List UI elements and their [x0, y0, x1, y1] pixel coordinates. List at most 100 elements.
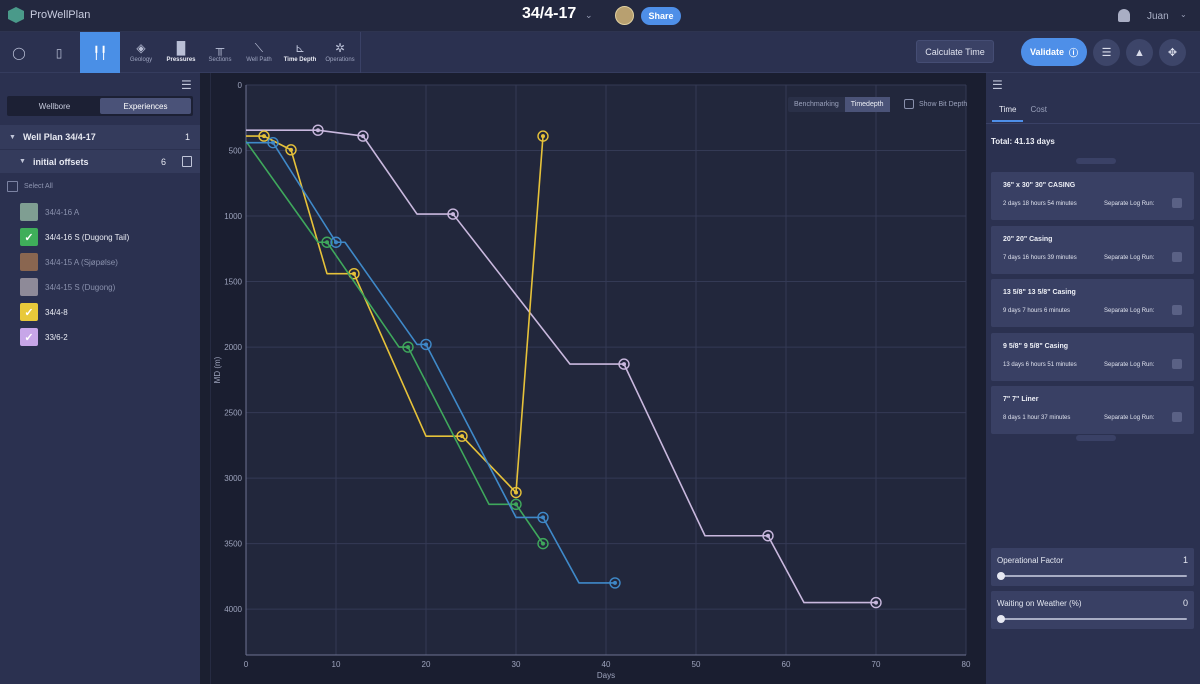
bell-icon[interactable]	[1118, 9, 1130, 22]
separate-log-run-label: Separate Log Run:	[1104, 308, 1155, 314]
avatar[interactable]	[615, 6, 634, 25]
data-point-ring	[330, 236, 342, 248]
data-point	[541, 515, 545, 520]
data-point-ring	[258, 130, 270, 142]
chevron-down-icon[interactable]: ⌄	[1180, 10, 1187, 19]
checked-checkbox[interactable]: ✓	[20, 328, 38, 346]
waiting-on-weather-card: Waiting on Weather (%) 0	[991, 591, 1194, 629]
map-button[interactable]: ▯	[40, 32, 78, 73]
rocket-icon: ▲	[1134, 46, 1145, 59]
slider-handle[interactable]	[997, 615, 1005, 623]
data-point	[406, 345, 410, 350]
tab-label: Geology	[129, 57, 153, 63]
top-bar: ProWellPlan 34/4-17 ⌄ Share Juan ⌄	[0, 0, 1200, 32]
menu-icon[interactable]: ☰	[992, 78, 1003, 92]
tab-well-path[interactable]: ⟍ Well Path	[240, 32, 278, 73]
data-point	[541, 541, 545, 546]
calculate-time-button[interactable]: Calculate Time	[916, 40, 994, 63]
checked-checkbox[interactable]: ✓	[20, 303, 38, 321]
separate-log-run-label: Separate Log Run:	[1104, 415, 1155, 421]
casing-duration: 8 days 1 hour 37 minutes	[1003, 415, 1071, 421]
section-separator	[991, 158, 1191, 164]
bit-depth-checkbox[interactable]	[904, 99, 914, 109]
well-item[interactable]: 34/4-15 A (Sjøpølse)	[20, 253, 118, 271]
color-swatch[interactable]	[20, 278, 38, 296]
tab-sections[interactable]: ╥ Sections	[202, 32, 238, 73]
tab-time[interactable]: Time	[992, 99, 1024, 122]
username[interactable]: Juan	[1147, 11, 1169, 22]
separate-log-run-checkbox[interactable]	[1172, 251, 1182, 262]
y-tick-label: 2500	[224, 409, 242, 418]
casing-card[interactable]: 13 5/8" 13 5/8" Casing 9 days 7 hours 6 m…	[991, 279, 1194, 327]
casing-card[interactable]: 7" 7" Liner 8 days 1 hour 37 minutes Separ…	[991, 386, 1194, 434]
data-point-ring	[312, 124, 324, 136]
well-item[interactable]: 34/4-16 A	[20, 203, 79, 221]
color-swatch[interactable]	[20, 203, 38, 221]
well-item[interactable]: 34/4-15 S (Dugong)	[20, 278, 115, 296]
well-plan-count: 1	[184, 132, 190, 142]
data-point	[541, 134, 545, 139]
launch-button[interactable]: ▲	[1126, 39, 1153, 66]
path-icon: ⟍	[254, 41, 264, 55]
slider-handle[interactable]	[997, 572, 1005, 580]
chart-mode-toggle: Benchmarking Timedepth	[788, 97, 890, 112]
casing-card[interactable]: 36" x 30" 30" CASING 2 days 18 hours 54 m…	[991, 172, 1194, 220]
fullscreen-button[interactable]: ✥	[1159, 39, 1186, 66]
note-icon[interactable]	[182, 156, 192, 167]
bit-depth-label: Show Bit Depth	[919, 100, 968, 108]
show-bit-depth[interactable]: Show Bit Depth	[904, 99, 967, 109]
well-label: 34/4-15 S (Dugong)	[45, 282, 116, 292]
well-label: 34/4-16 A	[45, 207, 80, 217]
select-all[interactable]: Select All	[7, 181, 53, 192]
time-depth-chart[interactable]: 0 10 20 30 40 50 60 70 80 0 500 1000 1500 2000 2500 300…	[211, 73, 987, 684]
toggle-benchmarking[interactable]: Benchmarking	[794, 101, 839, 108]
data-point-ring	[447, 208, 459, 220]
share-button[interactable]: Share	[641, 7, 681, 25]
well-item[interactable]: ✓ 33/6-2	[20, 328, 68, 346]
panel-tabs: Wellbore Experiences	[7, 96, 193, 116]
toggle-timedepth[interactable]: Timedepth	[844, 97, 890, 112]
casing-card[interactable]: 20" 20" Casing 7 days 16 hours 39 minutes…	[991, 225, 1194, 274]
select-all-label: Select All	[24, 183, 53, 190]
waiting-on-weather-slider[interactable]	[997, 615, 1187, 623]
data-point	[325, 240, 329, 245]
well-title[interactable]: 34/4-17	[522, 5, 577, 22]
color-swatch[interactable]	[20, 253, 38, 271]
x-tick-label: 70	[872, 660, 881, 669]
tab-cost[interactable]: Cost	[1030, 105, 1047, 114]
casing-name: 9 5/8" 9 5/8" Casing	[1003, 342, 1069, 350]
well-item[interactable]: ✓ 34/4-16 S (Dugong Tail)	[20, 228, 129, 246]
casing-card[interactable]: 9 5/8" 9 5/8" Casing 13 days 6 hours 51 m…	[991, 332, 1194, 381]
tab-wellbore[interactable]: Wellbore	[38, 101, 71, 111]
data-point-ring	[321, 236, 333, 248]
caret-down-icon[interactable]: ▼	[19, 158, 26, 165]
separate-log-run-checkbox[interactable]	[1172, 358, 1182, 369]
settings-sliders-button[interactable]: ☰	[1093, 39, 1120, 66]
menu-icon[interactable]: ☰	[181, 78, 192, 92]
refresh-button[interactable]: ◯	[0, 32, 38, 73]
tab-geology[interactable]: ◈ Geology	[122, 32, 160, 73]
app-logo[interactable]: ProWellPlan	[8, 7, 90, 23]
tab-pressures[interactable]: ▐▌ Pressures	[161, 32, 201, 73]
select-all-checkbox[interactable]	[7, 181, 18, 192]
data-point	[289, 147, 293, 152]
validate-button[interactable]: Validate ⓘ	[1021, 38, 1087, 66]
checked-checkbox[interactable]: ✓	[20, 228, 38, 246]
x-axis-title: Days	[597, 671, 615, 680]
well-plan-row[interactable]: ▼ Well Plan 34/4-17 1	[0, 125, 200, 149]
total-time: Total: 41.13 days	[991, 137, 1055, 146]
well-view-button[interactable]: ╿╿	[80, 32, 120, 73]
well-label: 33/6-2	[45, 332, 68, 342]
tab-operations[interactable]: ✲ Operations	[321, 32, 359, 73]
separate-log-run-checkbox[interactable]	[1172, 198, 1182, 208]
chevron-down-icon[interactable]: ⌄	[585, 10, 593, 20]
operational-factor-slider[interactable]	[997, 572, 1187, 580]
tab-time-depth[interactable]: ⊾ Time Depth	[280, 32, 320, 73]
tab-experiences[interactable]: Experiences	[100, 98, 191, 114]
offsets-group-row[interactable]: ▼ initial offsets 6	[0, 149, 200, 173]
section-separator	[991, 435, 1191, 441]
separate-log-run-checkbox[interactable]	[1172, 412, 1182, 422]
well-item[interactable]: ✓ 34/4-8	[20, 303, 68, 321]
caret-down-icon[interactable]: ▼	[9, 133, 16, 141]
separate-log-run-checkbox[interactable]	[1172, 305, 1182, 315]
